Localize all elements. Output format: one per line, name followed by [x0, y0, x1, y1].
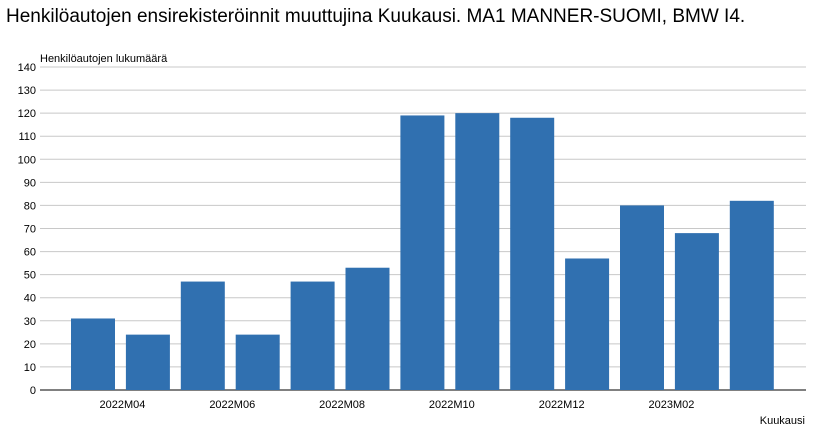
bar-2023M02 — [674, 233, 719, 390]
x-tick-label: 2022M08 — [319, 399, 365, 411]
bar-2022M08 — [345, 267, 390, 390]
y-axis-label: Henkilöautojen lukumäärä — [40, 53, 168, 65]
y-tick-label: 60 — [24, 247, 36, 259]
bar-2022M06 — [235, 334, 280, 390]
y-tick-label: 70 — [24, 224, 36, 236]
y-tick-label: 100 — [18, 154, 36, 166]
bar-2022M03 — [71, 318, 115, 390]
y-tick-label: 110 — [18, 131, 36, 143]
y-tick-label: 20 — [24, 339, 36, 351]
x-tick-label: 2023M02 — [649, 399, 695, 411]
x-tick-label: 2022M04 — [100, 399, 146, 411]
bars — [71, 113, 774, 391]
bar-2023M01 — [620, 205, 664, 390]
y-tick-label: 50 — [24, 270, 36, 282]
bar-2023M03 — [729, 200, 774, 390]
y-tick-label: 140 — [18, 62, 36, 74]
x-tick-label: 2022M06 — [209, 399, 255, 411]
y-tick-label: 130 — [18, 85, 36, 97]
x-tick-label: 2022M12 — [539, 399, 585, 411]
bar-2022M11 — [510, 117, 555, 390]
y-tick-label: 30 — [24, 316, 36, 328]
y-tick-label: 10 — [24, 362, 36, 374]
x-axis-label: Kuukausi — [760, 415, 805, 427]
x-axis-ticks: 2022M04 2022M06 2022M08 2022M10 2022M12 2023M… — [100, 399, 695, 411]
y-tick-label: 80 — [24, 200, 36, 212]
y-tick-label: 120 — [18, 108, 36, 120]
y-tick-label: 0 — [30, 385, 36, 397]
bar-2022M07 — [290, 281, 335, 390]
y-tick-label: 90 — [24, 177, 36, 189]
bar-2022M05 — [180, 281, 225, 390]
chart-title: Henkilöautojen ensirekisteröinnit muuttu… — [6, 6, 746, 27]
y-axis-ticks: 0 10 20 30 40 50 60 70 80 90 100 110 120 130 140 — [18, 62, 36, 397]
bar-2022M09 — [400, 115, 445, 390]
bar-2022M10 — [455, 113, 500, 391]
bar-2022M12 — [565, 258, 610, 390]
y-tick-label: 40 — [24, 293, 36, 305]
bar-2022M04 — [125, 334, 170, 390]
x-tick-label: 2022M10 — [429, 399, 475, 411]
